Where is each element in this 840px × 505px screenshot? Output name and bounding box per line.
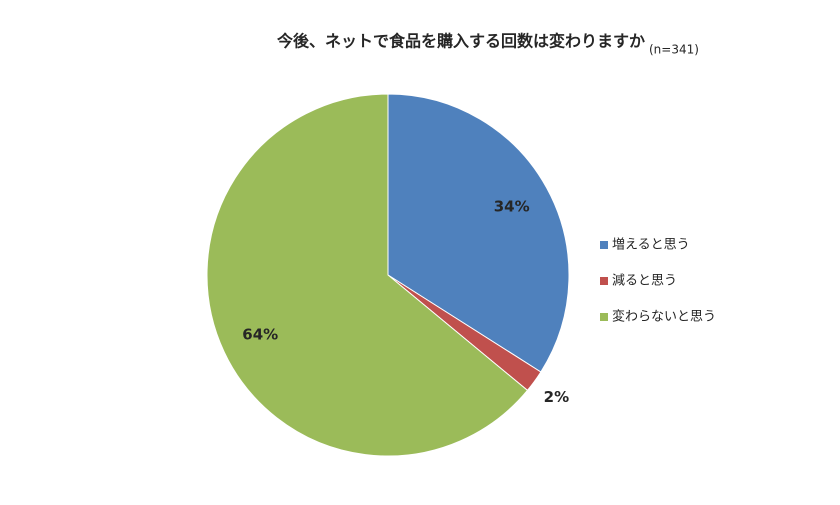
- chart-title: 今後、ネットで食品を購入する回数は変わりますか: [276, 32, 645, 51]
- legend-label: 変わらないと思う: [612, 309, 716, 325]
- legend-label: 減ると思う: [612, 273, 677, 289]
- pie-slice: [206, 93, 529, 457]
- data-label: 64%: [242, 326, 278, 344]
- data-label: 2%: [544, 388, 569, 406]
- legend-swatch: [600, 277, 608, 285]
- chart-subtitle: (n=341): [649, 43, 699, 57]
- pie-slice: [387, 93, 570, 373]
- legend-label: 増えると思う: [612, 238, 690, 253]
- legend-swatch: [600, 313, 608, 321]
- data-label: 34%: [494, 197, 530, 215]
- legend-swatch: [600, 241, 608, 249]
